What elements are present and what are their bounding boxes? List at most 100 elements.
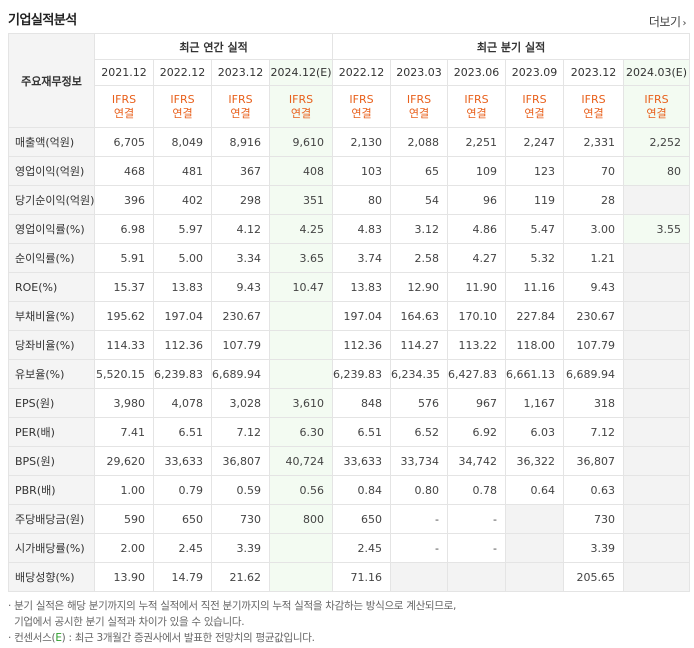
table-cell: 0.64 (505, 475, 565, 505)
table-cell (623, 475, 691, 505)
note-consensus-prefix: · 컨센서스( (8, 632, 56, 644)
table-cell: 227.84 (505, 301, 565, 331)
table-cell: - (390, 533, 449, 563)
period-header: 2023.12 (563, 59, 625, 86)
table-cell: 6,705 (94, 127, 154, 157)
table-cell: 13.83 (332, 272, 392, 302)
row-label: 주당배당금(원) (8, 504, 95, 534)
table-cell (623, 504, 691, 534)
table-row: 주당배당금(원) 590 650 730 800 650- -730 (8, 504, 691, 534)
table-cell: 0.63 (563, 475, 625, 505)
table-cell: 195.62 (94, 301, 154, 331)
table-cell: 6,689.94 (211, 359, 270, 389)
table-cell: - (390, 504, 449, 534)
row-label: 영업이익률(%) (8, 214, 95, 244)
note-quarterly: · 분기 실적은 해당 분기까지의 누적 실적에서 직전 분기까지의 누적 실적… (8, 600, 457, 612)
table-row: 매출액(억원) 6,705 8,049 8,916 9,610 2,130 2,088 2,2… (8, 127, 691, 157)
row-label: EPS(원) (8, 388, 95, 418)
table-cell: 4.86 (447, 214, 507, 244)
table-cell: 650 (153, 504, 212, 534)
section-title: 기업실적분석 (8, 13, 77, 28)
row-label: 시가배당률(%) (8, 533, 95, 563)
table-cell (390, 562, 449, 592)
table-cell: 36,807 (211, 446, 270, 476)
more-link[interactable]: 더보기 › (648, 13, 687, 30)
table-cell: 351 (268, 185, 334, 215)
table-cell: 5.32 (505, 243, 565, 273)
ifrs-header: IFRS 연결 (268, 85, 334, 128)
table-cell: 11.90 (447, 272, 507, 302)
table-cell (623, 185, 691, 215)
row-label: PER(배) (8, 417, 95, 447)
table-cell: 468 (94, 156, 154, 186)
table-cell: 9.43 (563, 272, 625, 302)
table-cell (623, 330, 691, 360)
table-row: PBR(배) 1.00 0.79 0.59 0.56 0.84 0.80 0.78 0.64 0.… (8, 475, 691, 505)
table-cell: 80 (623, 156, 691, 186)
table-cell: 3.34 (211, 243, 270, 273)
period-header: 2024.03(E) (623, 59, 691, 86)
ifrs-label: IFRS (644, 92, 669, 106)
table-cell: 1,167 (505, 388, 565, 418)
ifrs-label: IFRS (464, 92, 489, 106)
table-cell: 396 (94, 185, 154, 215)
table-cell: 197.04 (332, 301, 392, 331)
ifrs-label: IFRS (349, 92, 374, 106)
period-header: 2023.09 (505, 59, 565, 86)
table-cell: 800 (268, 504, 334, 534)
table-cell: 0.56 (268, 475, 334, 505)
period-header: 2021.12 (94, 59, 154, 86)
table-cell: 730 (211, 504, 270, 534)
table-cell (623, 388, 691, 418)
table-cell: 197.04 (153, 301, 212, 331)
table-cell: 3.74 (332, 243, 392, 273)
consolidated-label: 연결 (524, 106, 545, 120)
table-cell: 170.10 (447, 301, 507, 331)
table-cell: 3,610 (268, 388, 334, 418)
table-cell: 576 (390, 388, 449, 418)
period-header: 2023.12 (211, 59, 270, 86)
table-cell: 114.33 (94, 330, 154, 360)
table-cell: 12.90 (390, 272, 449, 302)
row-label: 순이익률(%) (8, 243, 95, 273)
ifrs-header: IFRS 연결 (447, 85, 507, 128)
table-cell: 2,252 (623, 127, 691, 157)
table-cell (268, 301, 334, 331)
table-cell: 3.65 (268, 243, 334, 273)
consolidated-label: 연결 (113, 106, 135, 120)
period-header: 2023.03 (390, 59, 449, 86)
period-header: 2023.06 (447, 59, 507, 86)
table-cell: 36,807 (563, 446, 625, 476)
period-header: 2024.12(E) (268, 59, 334, 86)
table-row: 부채비율(%) 195.62 197.04 230.67 197.04 164.63 170… (8, 301, 691, 331)
consolidated-label: 연결 (230, 106, 251, 120)
table-row: 배당성향(%) 13.90 14.79 21.62 71.16 205.65 (8, 562, 691, 592)
table-cell: 80 (332, 185, 392, 215)
note-consensus: · 컨센서스(E) : 최근 3개월간 증권사에서 발표한 전망치의 평균값입니… (8, 630, 456, 646)
table-cell (505, 504, 565, 534)
table-cell: 0.59 (211, 475, 270, 505)
table-cell: 230.67 (563, 301, 625, 331)
table-cell: 4.27 (447, 243, 507, 273)
table-cell: 5.97 (153, 214, 212, 244)
table-cell: 15.37 (94, 272, 154, 302)
consensus-e-marker: E (55, 632, 62, 644)
table-cell (447, 562, 507, 592)
more-label: 더보기 (648, 15, 681, 29)
table-cell: 481 (153, 156, 212, 186)
table-cell (505, 533, 565, 563)
table-cell: 54 (390, 185, 449, 215)
table-cell: 2,251 (447, 127, 507, 157)
table-cell (623, 359, 691, 389)
table-cell: 650 (332, 504, 392, 534)
table-cell (623, 446, 691, 476)
table-cell: 118.00 (505, 330, 565, 360)
table-cell: 3,980 (94, 388, 154, 418)
table-row: 영업이익(억원) 468 481 367 408 103 65 109 123 70 80 (8, 156, 691, 186)
table-cell: 6.92 (447, 417, 507, 447)
table-cell (623, 243, 691, 273)
table-cell (623, 301, 691, 331)
table-cell: 408 (268, 156, 334, 186)
period-header: 2022.12 (332, 59, 392, 86)
row-label: 당좌비율(%) (8, 330, 95, 360)
